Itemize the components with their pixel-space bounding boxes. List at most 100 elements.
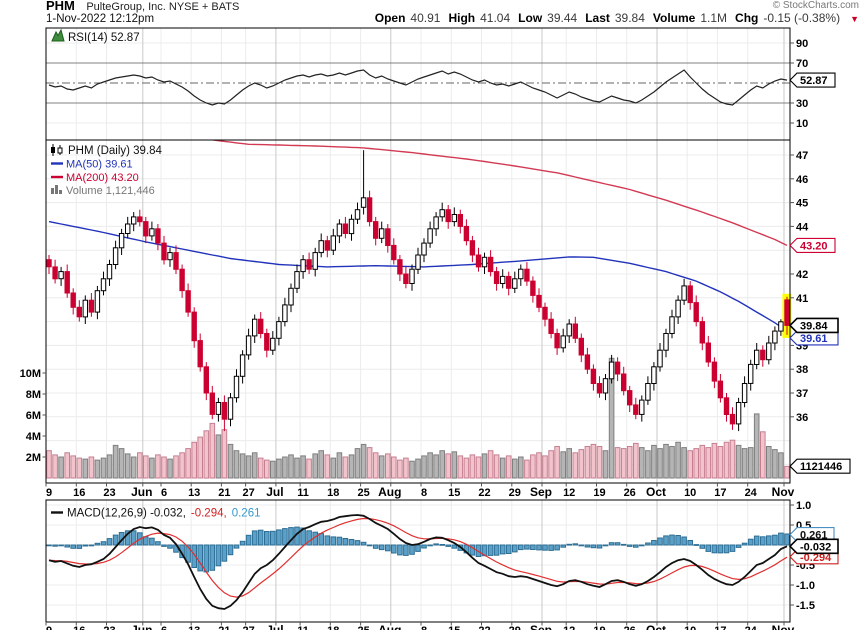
svg-text:37: 37 [796,388,808,400]
volume-value: 1.1M [700,11,728,25]
svg-text:Sep: Sep [530,485,552,499]
svg-text:Aug: Aug [378,623,401,630]
open-value: 40.91 [410,11,441,25]
svg-text:1.0: 1.0 [796,500,811,512]
axis-labels: 907030104746454442413938373610M8M6M4M2M1… [20,38,815,612]
svg-text:Volume 1,121,446: Volume 1,121,446 [66,185,155,197]
svg-text:30: 30 [796,98,808,110]
rsi-panel [46,62,790,106]
svg-text:1121446: 1121446 [800,461,842,473]
copyright: © StockCharts.com [772,0,859,11]
svg-text:39.84: 39.84 [800,320,828,332]
svg-text:11: 11 [297,625,309,630]
svg-text:Jul: Jul [266,623,283,630]
svg-text:10: 10 [796,118,808,130]
svg-text:18: 18 [327,487,339,499]
quote-summary: Open 40.91 High 41.04 Low 39.44 Last 39.… [375,11,859,25]
ma200-line [208,140,788,247]
svg-text:-0.032: -0.032 [800,541,831,553]
macd-signal-line [48,517,788,598]
svg-text:Jun: Jun [131,623,152,630]
low-value: 39.44 [547,11,578,25]
svg-text:29: 29 [509,487,521,499]
svg-text:26: 26 [624,487,636,499]
svg-text:46: 46 [796,174,808,186]
svg-text:29: 29 [509,625,521,630]
svg-text:47: 47 [796,150,808,162]
svg-text:25: 25 [357,625,369,630]
timestamp: 1-Nov-2022 12:12pm [46,13,155,25]
svg-text:MA(50) 39.61: MA(50) 39.61 [66,159,133,171]
svg-text:8: 8 [421,625,427,630]
high-value: 41.04 [480,11,511,25]
x-axis: 9 9 16 16 23 23 Jun Jun 6 6 13 13 21 21 27 27 Jul Jul 11 11… [45,483,795,630]
last-value: 39.84 [614,11,645,25]
svg-text:PHM (Daily) 39.84: PHM (Daily) 39.84 [68,145,163,157]
svg-text:8M: 8M [26,389,41,401]
svg-text:Aug: Aug [378,485,401,499]
company-name: PulteGroup, Inc. NYSE + BATS [86,1,240,13]
svg-text:18: 18 [327,625,339,630]
svg-text:MACD(12,26,9) -0.032,-0.294,0.: MACD(12,26,9) -0.032, -0.294, 0.261 [67,508,260,520]
panel-borders [45,27,791,623]
svg-text:27: 27 [242,625,254,630]
svg-text:13: 13 [188,625,200,630]
svg-text:36: 36 [796,412,808,424]
svg-text:MA(200) 43.20: MA(200) 43.20 [66,172,139,184]
low-label: Low [518,11,543,25]
callout-rsi: 52.87 [789,72,836,88]
svg-text:2M: 2M [26,452,41,464]
svg-text:15: 15 [448,625,460,630]
rsi-line [48,69,788,106]
candlestick-icon [51,144,63,156]
svg-text:-1.5: -1.5 [796,600,815,612]
svg-text:12: 12 [563,487,575,499]
svg-text:22: 22 [478,625,490,630]
svg-text:24: 24 [745,487,758,499]
svg-text:6: 6 [161,625,167,630]
callout-last: 39.84 [788,317,839,334]
svg-text:42: 42 [796,269,808,281]
macd-panel [46,514,790,610]
svg-text:45: 45 [796,198,808,210]
svg-text:Jul: Jul [266,485,283,499]
svg-text:70: 70 [796,58,808,70]
volume-bars-icon [51,185,62,194]
last-label: Last [585,11,610,25]
svg-text:22: 22 [478,487,490,499]
svg-text:17: 17 [714,487,726,499]
volume-label: Volume [652,11,696,25]
change-down-icon: ▼ [850,14,859,24]
rsi-legend: RSI(14) 52.87 [51,28,140,44]
svg-text:15: 15 [448,487,460,499]
svg-text:19: 19 [593,487,605,499]
open-label: Open [374,11,406,25]
macd-legend: MACD(12,26,9) -0.032, -0.294, 0.261 [51,508,260,520]
change-label: Chg [735,11,759,25]
svg-text:38: 38 [796,364,808,376]
svg-text:Nov: Nov [772,485,795,499]
change-value: -0.15 (-0.38%) [763,11,841,25]
svg-text:4M: 4M [26,431,41,443]
svg-text:6M: 6M [26,410,41,422]
macd-histogram [46,526,790,573]
svg-text:26: 26 [624,625,636,630]
svg-text:9: 9 [46,625,52,630]
svg-text:12: 12 [563,625,575,630]
svg-text:24: 24 [745,625,758,630]
title-row: PHM PulteGroup, Inc. NYSE + BATS [46,0,239,15]
svg-text:11: 11 [297,487,309,499]
svg-text:16: 16 [73,625,85,630]
svg-text:90: 90 [796,38,808,50]
svg-text:9: 9 [46,487,52,499]
svg-text:Jun: Jun [131,485,152,499]
svg-text:10: 10 [684,487,696,499]
high-label: High [448,11,476,25]
svg-text:10M: 10M [20,368,41,380]
svg-text:-0.294: -0.294 [800,552,832,564]
svg-text:19: 19 [593,625,605,630]
price-legend: PHM (Daily) 39.84 MA(50) 39.61 MA(200) 4… [51,144,163,197]
svg-text:8: 8 [421,487,427,499]
